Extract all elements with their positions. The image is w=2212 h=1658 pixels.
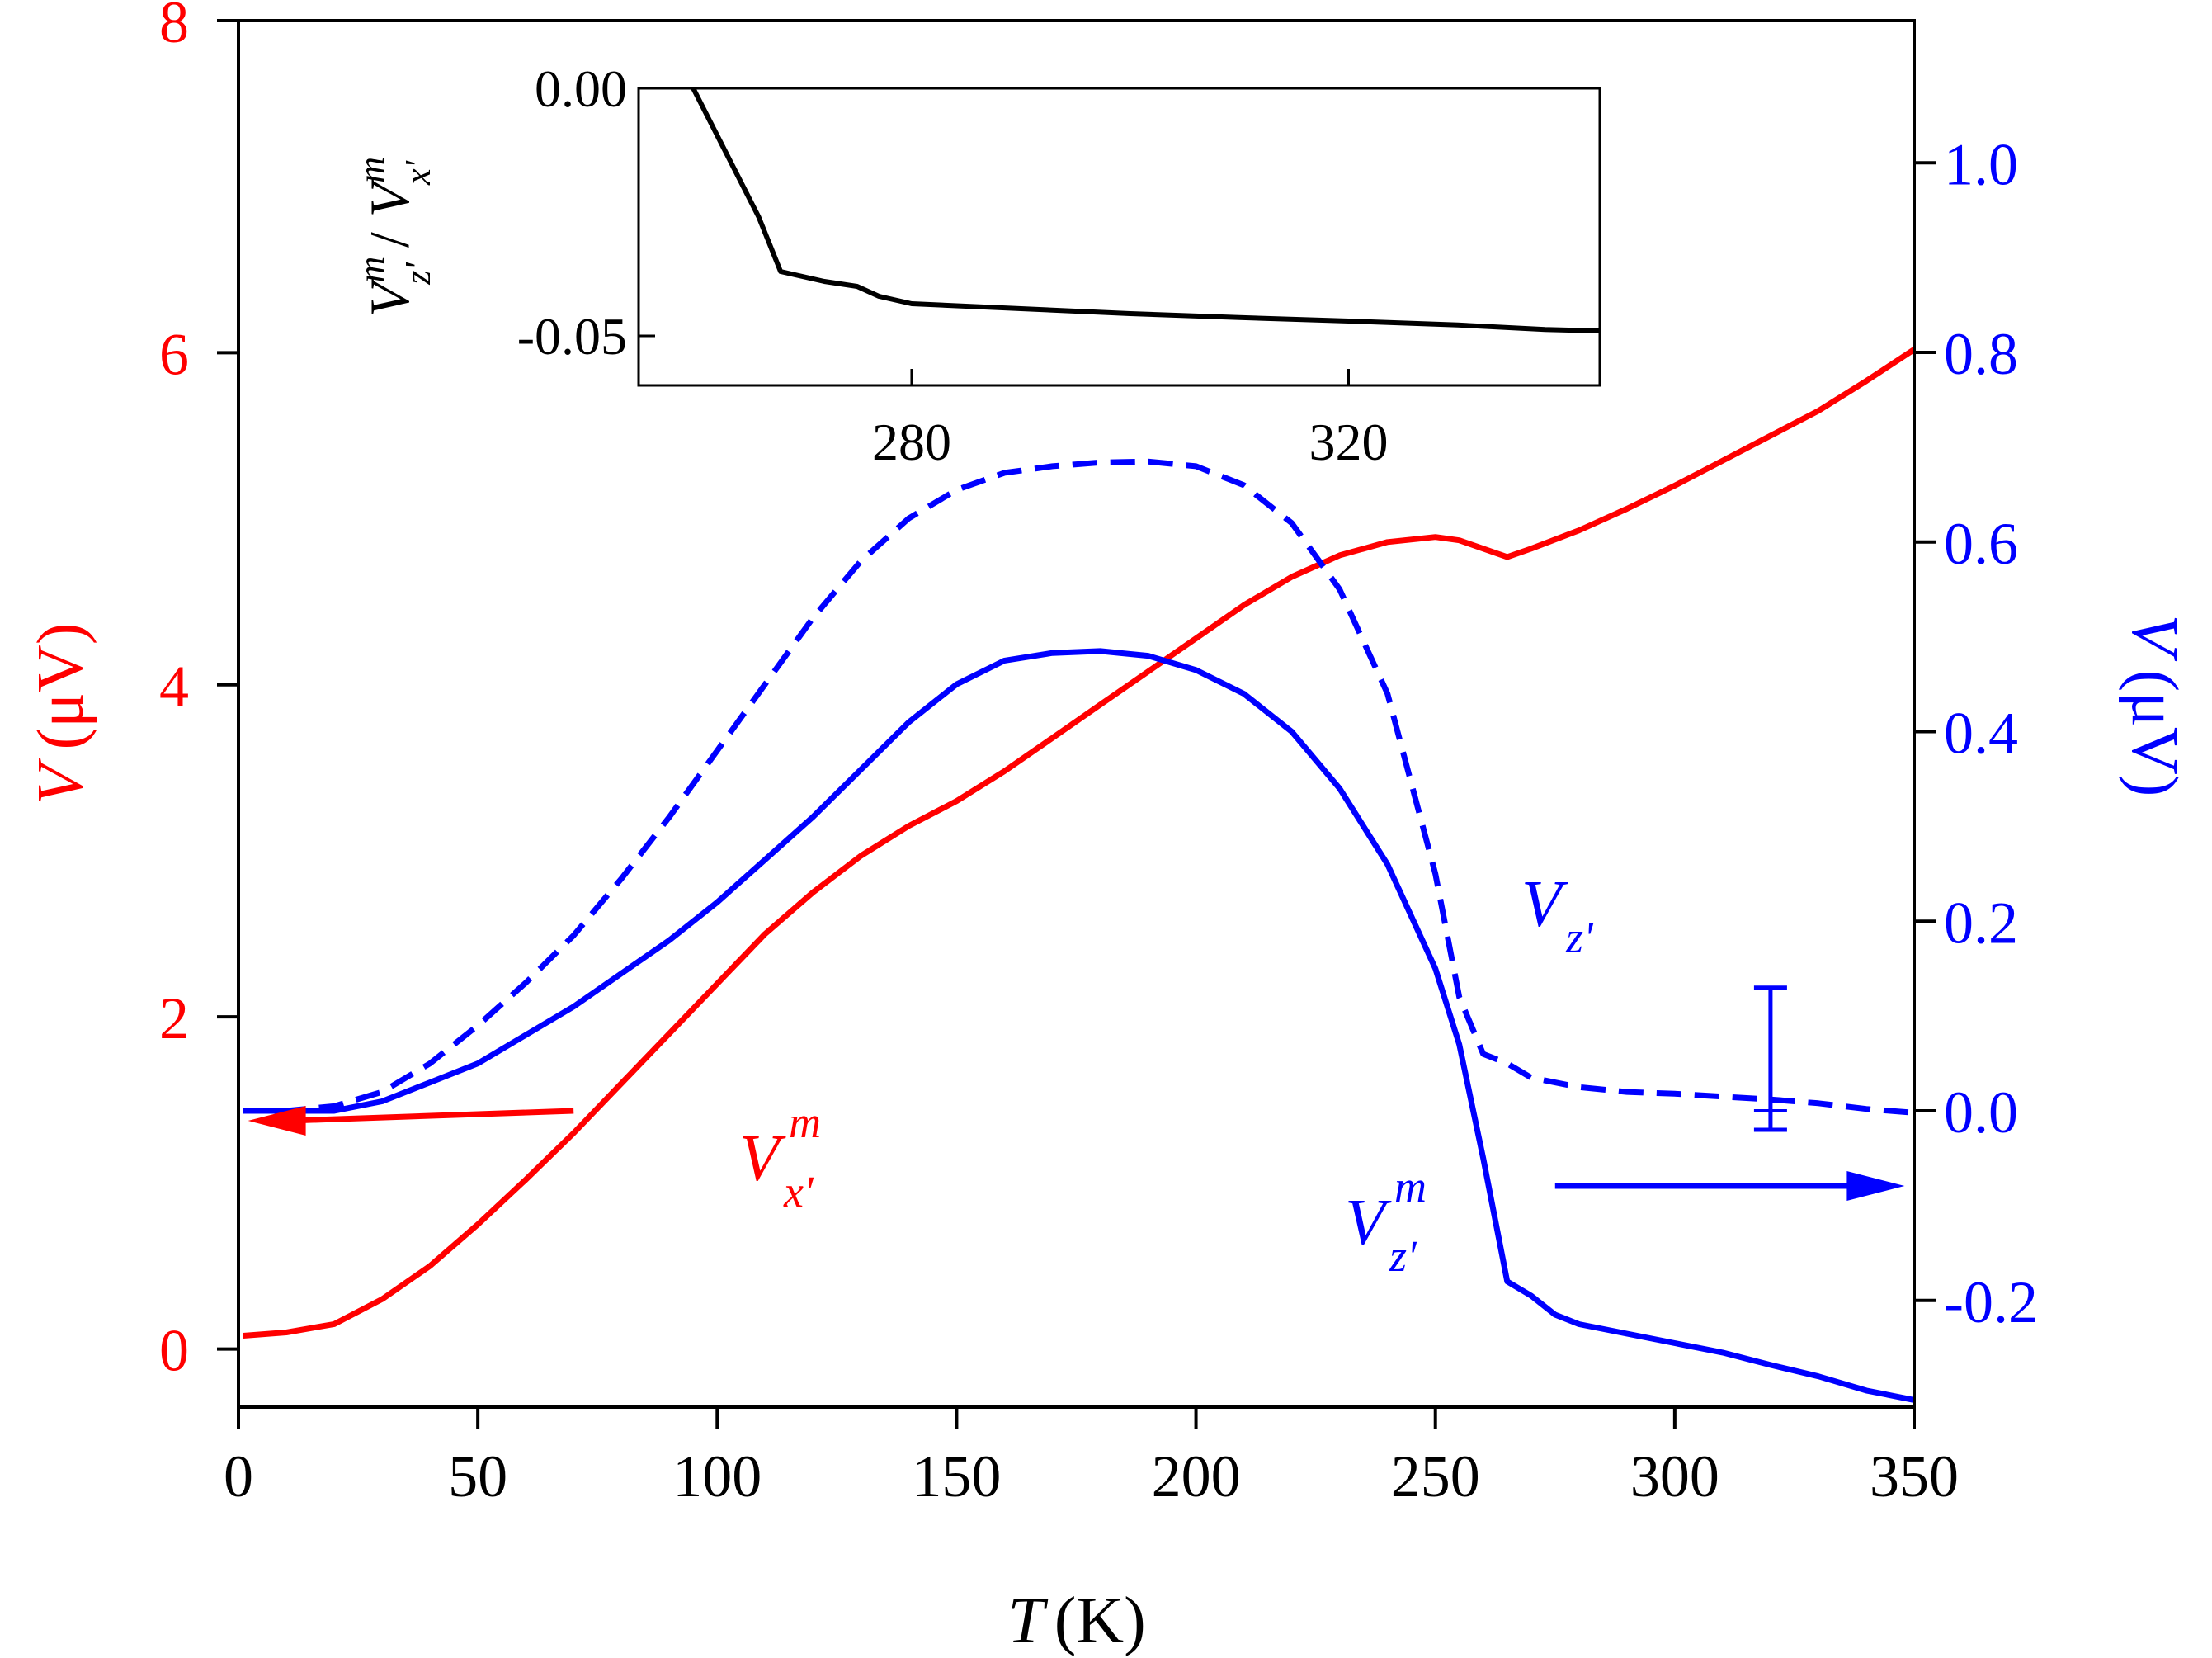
- y-left-axis-title: V (μV): [25, 623, 97, 805]
- series-layer: [243, 347, 1916, 1403]
- label-vzm-sup: m: [1394, 1162, 1427, 1212]
- arrow-head-left: [248, 1106, 306, 1136]
- x-axis-ticks: 0 50 100 150 200 250 300 350: [224, 1407, 1959, 1509]
- y-left-axis-unit: (μV): [25, 623, 97, 750]
- y-left-axis-ticks: 0 2 4 6 8: [159, 0, 238, 1384]
- inset: 280 320 0.00 -0.05: [517, 59, 1601, 471]
- inset-y-den-base: V: [358, 177, 421, 217]
- inset-y-num-sub: z': [398, 262, 438, 286]
- x-tick-label: 150: [912, 1443, 1001, 1509]
- error-bar-layer: [1753, 985, 1787, 1132]
- label-vzm-base: V: [1345, 1187, 1392, 1259]
- series-line-1: [243, 648, 1915, 1403]
- inset-y-axis-ticks: 0.00 -0.05: [517, 59, 655, 366]
- label-vzm-sub: z': [1389, 1231, 1417, 1281]
- y-right-tick-label: -0.2: [1944, 1269, 2038, 1335]
- y-right-axis-title: V (μV): [2118, 615, 2191, 797]
- x-axis-title: T (K): [1007, 1585, 1146, 1657]
- y-right-tick-label: 0.6: [1944, 511, 2018, 577]
- arrow-shaft-left: [289, 1108, 574, 1124]
- inset-y-num-base: V: [358, 276, 421, 317]
- x-tick-label: 200: [1152, 1443, 1241, 1509]
- x-tick-label: 350: [1870, 1443, 1959, 1509]
- y-left-tick-label: 4: [159, 654, 189, 720]
- y-right-tick-label: 0.0: [1944, 1079, 2018, 1145]
- y-left-tick-label: 2: [159, 985, 189, 1051]
- inset-y-num-sup: m: [351, 257, 392, 283]
- label-vz-base: V: [1521, 868, 1568, 941]
- inset-series-layer: [691, 87, 1601, 333]
- label-vxm-base: V: [739, 1122, 786, 1195]
- inset-y-tick-label: 0.00: [535, 59, 627, 118]
- y-right-axis-ticks: -0.2 0.0 0.2 0.4 0.6 0.8 1.0: [1914, 131, 2038, 1335]
- label-vxm-sup: m: [789, 1098, 821, 1147]
- label-vxm: V m x': [739, 1098, 821, 1216]
- x-tick-label: 250: [1391, 1443, 1480, 1509]
- y-right-tick-label: 1.0: [1944, 131, 2018, 197]
- label-vz-sub: z': [1565, 913, 1594, 962]
- label-vzm: V m z': [1345, 1162, 1427, 1281]
- x-tick-label: 300: [1630, 1443, 1719, 1509]
- arrow-head-right: [1846, 1171, 1905, 1201]
- inset-y-den-sub: x': [398, 159, 438, 186]
- x-axis-unit: (K): [1054, 1585, 1146, 1657]
- inset-x-tick-label: 280: [872, 413, 951, 471]
- x-tick-label: 0: [224, 1443, 253, 1509]
- y-right-axis-unit: (μV): [2118, 669, 2191, 796]
- inset-x-axis-ticks: 280 320: [872, 369, 1389, 471]
- series-line-2: [243, 458, 1915, 1116]
- inset-y-den-sup: m: [351, 157, 392, 183]
- y-left-tick-label: 0: [159, 1318, 189, 1384]
- label-vz: V z': [1521, 868, 1594, 962]
- y-right-tick-label: 0.8: [1944, 321, 2018, 387]
- inset-frame: [637, 87, 1601, 387]
- y-right-tick-label: 0.2: [1944, 890, 2018, 956]
- x-axis-symbol: T: [1007, 1585, 1049, 1657]
- y-left-tick-label: 6: [159, 321, 189, 387]
- inset-x-tick-label: 320: [1309, 413, 1389, 471]
- label-vxm-sub: x': [783, 1167, 814, 1216]
- inset-y-axis-title: Vm z'/Vm x': [351, 157, 438, 317]
- x-tick-label: 100: [672, 1443, 762, 1509]
- y-left-tick-label: 8: [159, 0, 189, 55]
- plot-frame: [237, 19, 1916, 1409]
- y-right-tick-label: 0.4: [1944, 701, 2018, 767]
- y-left-axis-symbol: V: [25, 758, 97, 805]
- inset-series-line: [691, 87, 1601, 333]
- y-right-axis-symbol: V: [2118, 615, 2191, 662]
- arrow-layer: [248, 1106, 1905, 1201]
- inset-y-tick-label: -0.05: [517, 307, 627, 366]
- inset-y-slash: /: [358, 232, 421, 248]
- x-tick-label: 50: [448, 1443, 507, 1509]
- series-line-0: [243, 347, 1916, 1339]
